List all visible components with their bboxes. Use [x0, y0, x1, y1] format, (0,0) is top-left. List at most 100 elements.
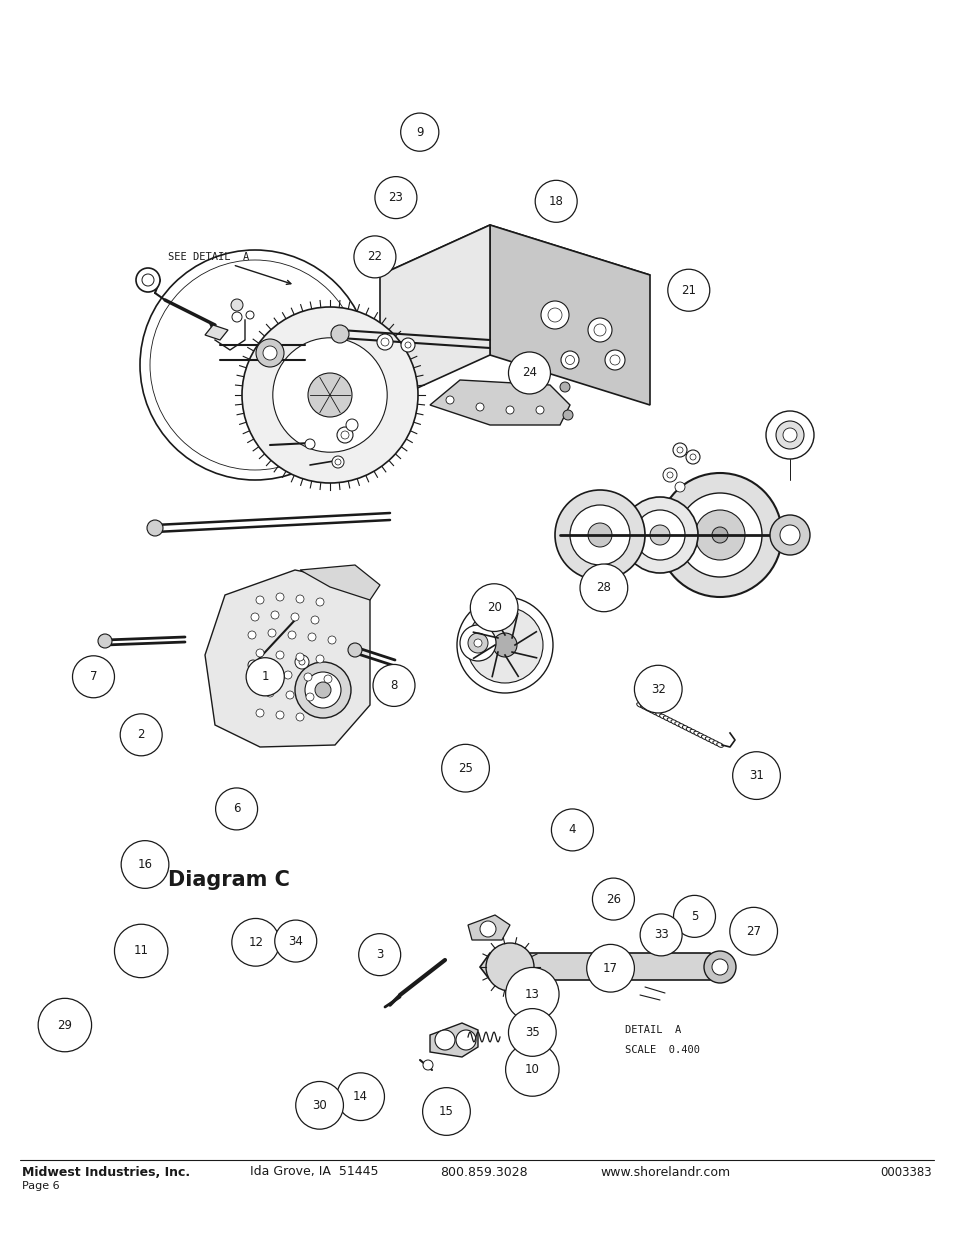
Text: 22: 22 — [367, 251, 382, 263]
Circle shape — [780, 525, 800, 545]
Circle shape — [565, 356, 574, 364]
Ellipse shape — [704, 737, 711, 742]
Circle shape — [38, 998, 91, 1052]
Circle shape — [376, 333, 393, 350]
Text: 31: 31 — [748, 769, 763, 782]
Circle shape — [505, 1042, 558, 1097]
Ellipse shape — [681, 725, 688, 730]
Circle shape — [560, 351, 578, 369]
Circle shape — [314, 682, 331, 698]
Ellipse shape — [666, 718, 673, 722]
Polygon shape — [490, 225, 649, 405]
Text: 1: 1 — [261, 671, 269, 683]
Circle shape — [288, 631, 295, 638]
Circle shape — [298, 659, 305, 664]
Circle shape — [765, 411, 813, 459]
Circle shape — [324, 676, 332, 683]
Text: 27: 27 — [745, 925, 760, 937]
Circle shape — [295, 653, 304, 661]
Text: 20: 20 — [486, 601, 501, 614]
Polygon shape — [430, 1023, 477, 1057]
Text: 23: 23 — [388, 191, 403, 204]
Text: 25: 25 — [457, 762, 473, 774]
Circle shape — [525, 361, 534, 369]
Text: 13: 13 — [524, 988, 539, 1000]
Circle shape — [685, 450, 700, 464]
Ellipse shape — [670, 720, 677, 725]
Ellipse shape — [693, 731, 700, 736]
Circle shape — [467, 606, 542, 683]
Circle shape — [769, 515, 809, 555]
Ellipse shape — [659, 714, 665, 719]
Circle shape — [120, 714, 162, 756]
Circle shape — [308, 634, 315, 641]
Circle shape — [215, 788, 257, 830]
Text: 14: 14 — [353, 1091, 368, 1103]
Text: Midwest Industries, Inc.: Midwest Industries, Inc. — [22, 1166, 190, 1178]
Circle shape — [335, 459, 340, 466]
Circle shape — [587, 522, 612, 547]
Text: 21: 21 — [680, 284, 696, 296]
Circle shape — [373, 664, 415, 706]
Circle shape — [569, 505, 629, 564]
Circle shape — [380, 338, 389, 346]
Circle shape — [459, 625, 496, 661]
Ellipse shape — [636, 703, 642, 708]
Circle shape — [555, 490, 644, 580]
Circle shape — [635, 510, 684, 559]
Circle shape — [255, 650, 264, 657]
Circle shape — [336, 1073, 384, 1120]
Circle shape — [468, 634, 488, 653]
Text: 7: 7 — [90, 671, 97, 683]
Text: 11: 11 — [133, 945, 149, 957]
Circle shape — [703, 951, 735, 983]
Circle shape — [479, 921, 496, 937]
Text: 4: 4 — [568, 824, 576, 836]
Circle shape — [505, 406, 514, 414]
Text: 12: 12 — [248, 936, 263, 948]
Circle shape — [315, 655, 324, 663]
Circle shape — [311, 616, 318, 624]
Circle shape — [286, 692, 294, 699]
Ellipse shape — [674, 721, 680, 726]
Circle shape — [255, 597, 264, 604]
Circle shape — [315, 598, 324, 606]
Text: Ida Grove, IA  51445: Ida Grove, IA 51445 — [250, 1166, 378, 1178]
Text: 9: 9 — [416, 126, 423, 138]
Text: 2: 2 — [137, 729, 145, 741]
Circle shape — [295, 713, 304, 721]
Circle shape — [667, 269, 709, 311]
Text: 5: 5 — [690, 910, 698, 923]
Circle shape — [231, 299, 243, 311]
Circle shape — [446, 396, 454, 404]
Circle shape — [592, 878, 634, 920]
Circle shape — [609, 354, 619, 366]
Text: Page 6: Page 6 — [22, 1181, 59, 1191]
Circle shape — [540, 301, 568, 329]
Circle shape — [246, 311, 253, 319]
Text: SEE DETAIL  A: SEE DETAIL A — [168, 252, 291, 284]
Ellipse shape — [712, 741, 719, 746]
Circle shape — [348, 643, 361, 657]
Circle shape — [672, 443, 686, 457]
Circle shape — [505, 967, 558, 1021]
Ellipse shape — [708, 739, 715, 743]
Circle shape — [306, 693, 314, 701]
Circle shape — [400, 338, 415, 352]
Circle shape — [284, 671, 292, 679]
Circle shape — [232, 919, 279, 966]
Text: 6: 6 — [233, 803, 240, 815]
Circle shape — [662, 468, 677, 482]
Circle shape — [562, 410, 573, 420]
Text: 3: 3 — [375, 948, 383, 961]
Circle shape — [521, 357, 537, 373]
Ellipse shape — [647, 709, 654, 713]
Polygon shape — [205, 571, 370, 747]
Polygon shape — [430, 380, 569, 425]
Circle shape — [251, 613, 258, 621]
Text: 28: 28 — [596, 582, 611, 594]
Circle shape — [150, 261, 359, 471]
Circle shape — [474, 638, 481, 647]
Circle shape — [294, 655, 309, 669]
Circle shape — [508, 1009, 556, 1056]
